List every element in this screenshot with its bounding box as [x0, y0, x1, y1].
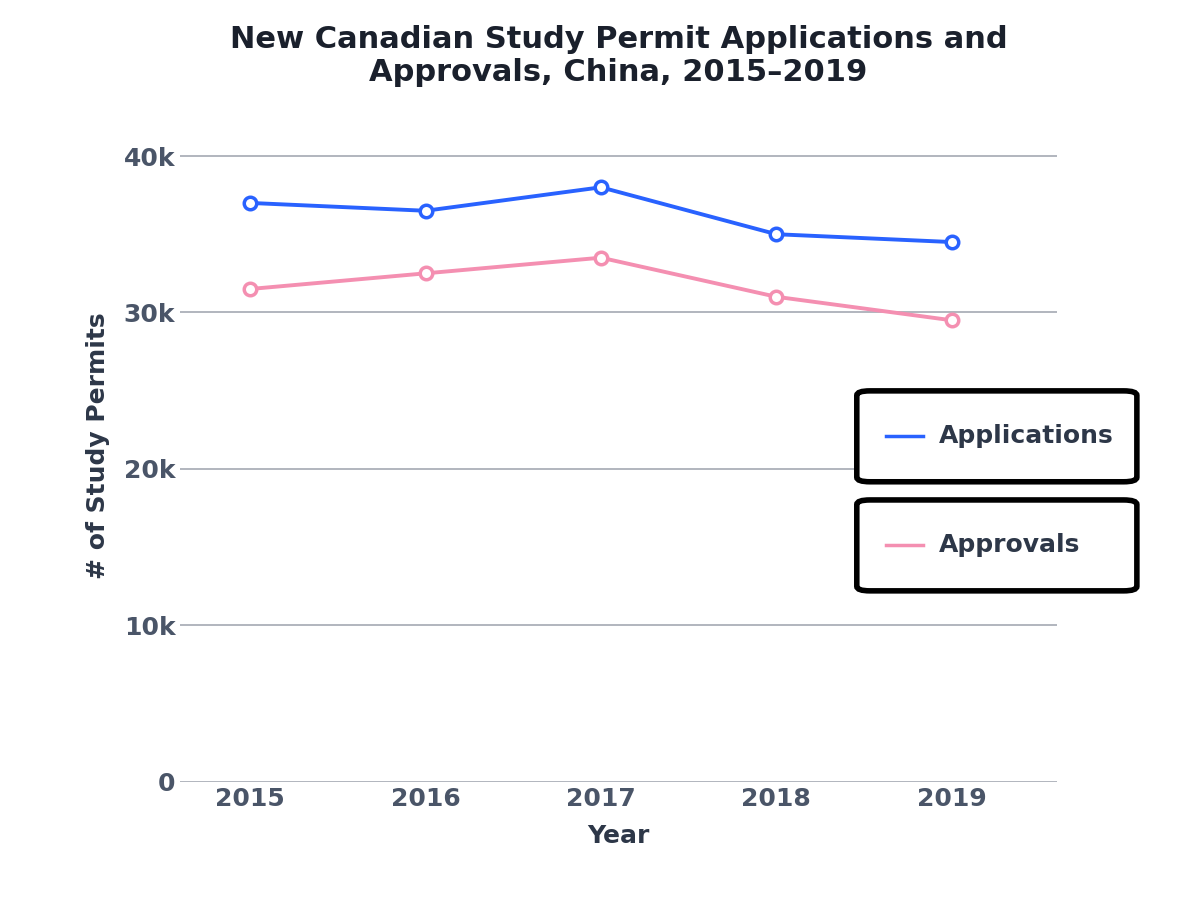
FancyBboxPatch shape: [856, 391, 1137, 482]
X-axis label: Year: Year: [587, 824, 650, 848]
Title: New Canadian Study Permit Applications and
Approvals, China, 2015–2019: New Canadian Study Permit Applications a…: [229, 25, 1008, 87]
Y-axis label: # of Study Permits: # of Study Permits: [85, 312, 109, 579]
Text: Approvals: Approvals: [939, 534, 1080, 557]
FancyBboxPatch shape: [856, 500, 1137, 591]
Text: Applications: Applications: [939, 425, 1113, 448]
